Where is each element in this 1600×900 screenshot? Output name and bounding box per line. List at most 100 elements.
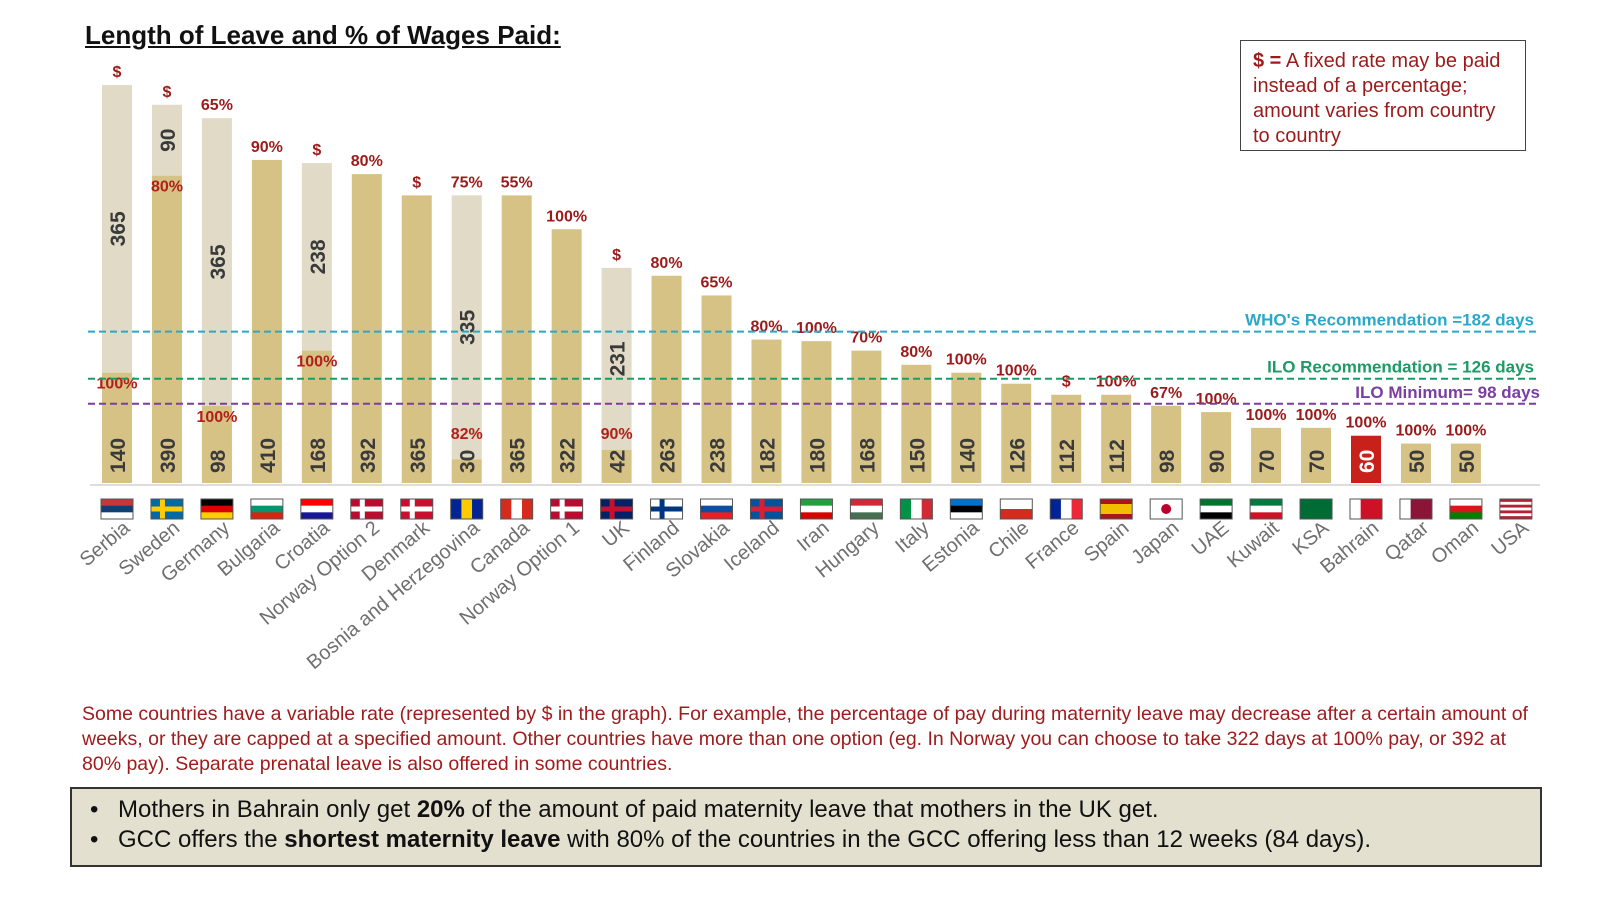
country-label: Kuwait <box>1223 517 1283 573</box>
flag-border <box>1399 498 1433 520</box>
country-label: Japan <box>1127 517 1183 569</box>
flag-border <box>1299 498 1333 520</box>
bar-paid-segment <box>351 174 382 483</box>
paid-percent-label: 80% <box>151 179 183 196</box>
flag-border <box>1049 498 1083 520</box>
legend-text: A fixed rate may be paid instead of a pe… <box>1253 50 1501 147</box>
bar-value-label: 112 <box>1106 439 1129 473</box>
bar-value-label: 30 <box>457 450 480 473</box>
bar-extra-value-label: 231 <box>607 341 630 376</box>
country-label: Iran <box>793 517 834 556</box>
wage-percent-label: 65% <box>201 97 233 114</box>
uae-flag-icon <box>1200 499 1233 506</box>
germany-flag-icon <box>200 512 233 520</box>
usa-flag-icon <box>1499 504 1532 508</box>
italy-flag-icon <box>911 499 922 519</box>
footnote: Some countries have a variable rate (rep… <box>82 703 1528 775</box>
flag-border <box>1199 498 1233 520</box>
flag-border <box>799 498 833 520</box>
bar-value-label: 263 <box>657 438 680 473</box>
iran-flag-icon <box>800 512 833 520</box>
flag-border <box>1499 498 1533 520</box>
bar-value-label: 392 <box>357 438 380 473</box>
qatar-flag-icon <box>1399 499 1411 519</box>
croatia-flag-icon <box>300 505 333 513</box>
usa-flag-icon <box>1499 507 1532 511</box>
bahrain-flag-icon <box>1360 499 1372 519</box>
canada-flag-icon <box>511 499 523 519</box>
slovakia-flag-icon <box>700 505 733 513</box>
hungary-flag-icon <box>850 499 883 506</box>
flag-border <box>350 498 384 520</box>
kuwait-flag-icon <box>1250 505 1283 513</box>
oman-flag-icon <box>1449 499 1482 506</box>
flag-border <box>400 498 434 520</box>
germany-flag-icon <box>200 499 233 506</box>
bar-value-label: 98 <box>207 449 230 473</box>
bar-extra-segment <box>451 195 482 460</box>
country-label: Spain <box>1080 517 1133 567</box>
wage-percent-label: 100% <box>1096 374 1137 391</box>
wage-percent-label: 100% <box>1346 415 1387 432</box>
flag-border <box>1249 498 1283 520</box>
canada-flag-icon <box>500 499 512 519</box>
spain-flag-icon <box>1100 514 1133 520</box>
serbia-flag-icon <box>101 512 133 520</box>
finland-flag-icon <box>650 506 683 512</box>
bar-value-label: 70 <box>1306 450 1329 473</box>
flag-border <box>999 498 1033 520</box>
flag-border <box>300 498 334 520</box>
estonia-flag-icon <box>950 505 983 513</box>
flag-border <box>200 498 234 520</box>
chile-flag-icon <box>1000 499 1033 510</box>
bar-paid-segment <box>501 195 532 483</box>
usa-flag-icon <box>1499 516 1532 520</box>
flag-border <box>700 498 734 520</box>
sweden-flag-icon <box>150 506 183 512</box>
bar-value-label: 140 <box>956 438 979 473</box>
bosnia-flag-icon <box>461 499 473 519</box>
bar-extra-segment <box>151 104 182 176</box>
qatar-flag-icon <box>1410 499 1422 519</box>
france-flag-icon <box>1060 499 1072 519</box>
wage-percent-label: $ <box>412 174 421 191</box>
oman-flag-icon <box>1449 512 1482 520</box>
estonia-flag-icon <box>950 499 983 506</box>
bar-value-label: 112 <box>1056 439 1079 473</box>
chart-title: Length of Leave and % of Wages Paid: <box>85 20 561 50</box>
bar-value-label: 322 <box>557 438 580 473</box>
wage-percent-label: 80% <box>351 153 383 170</box>
spain-flag-icon <box>1100 499 1133 505</box>
wage-percent-label: $ <box>113 64 122 81</box>
croatia-flag-icon <box>300 512 333 520</box>
wage-percent-label: $ <box>612 247 621 264</box>
bullet-item: GCC offers the shortest maternity leave … <box>82 825 1530 855</box>
serbia-flag-icon <box>101 499 133 506</box>
reference-line-label: WHO's Recommendation =182 days <box>1245 311 1534 330</box>
denmark-flag-icon <box>400 506 433 512</box>
wage-percent-label: 100% <box>996 363 1037 380</box>
flag-border <box>450 498 484 520</box>
country-label: Qatar <box>1381 517 1434 566</box>
bar-value-label: 182 <box>756 438 779 473</box>
country-label: France <box>1022 517 1084 574</box>
bar-value-label: 238 <box>707 438 730 473</box>
paid-percent-label: 100% <box>196 409 237 426</box>
reference-line-label: ILO Recommendation = 126 days <box>1267 358 1534 377</box>
bullet-item: Mothers in Bahrain only get 20% of the a… <box>82 795 1530 825</box>
flag-border <box>650 498 684 520</box>
bar-paid-segment <box>801 341 832 483</box>
spain-flag-icon <box>1100 509 1133 515</box>
bar-value-label: 126 <box>1006 438 1029 473</box>
flag-border <box>100 498 134 520</box>
wage-percent-label: 67% <box>1150 385 1182 402</box>
italy-flag-icon <box>900 499 912 519</box>
bar-value-label: 90 <box>1206 450 1229 473</box>
bar-paid-segment <box>251 159 282 484</box>
bar-value-label: 150 <box>906 438 929 473</box>
usa-flag-icon <box>1499 510 1532 514</box>
bar-extra-value-label: 238 <box>307 239 330 274</box>
flag-border <box>550 498 584 520</box>
bar-paid-segment <box>1051 394 1082 483</box>
bar-paid-segment <box>601 449 632 483</box>
